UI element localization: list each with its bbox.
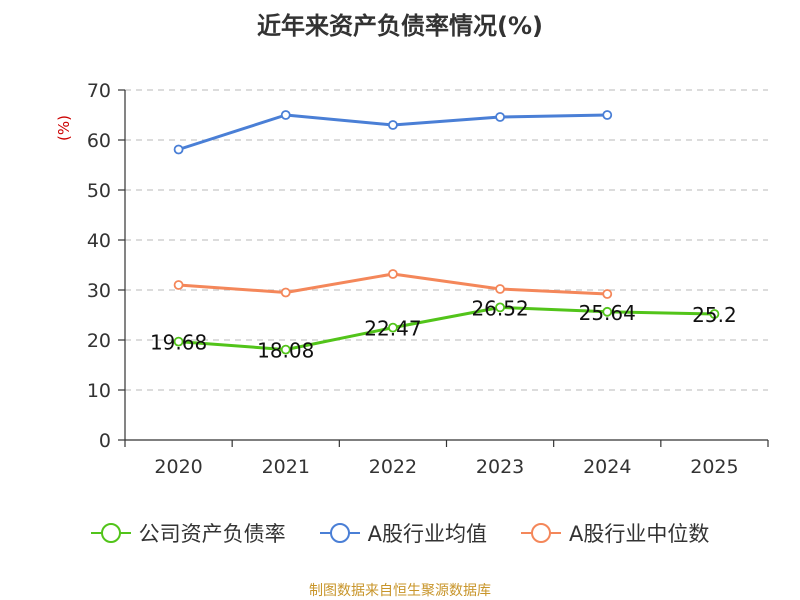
- legend-swatch-industry-avg: [319, 523, 360, 543]
- data-label-company: 25.64: [579, 301, 636, 325]
- legend-label-industry-median: A股行业中位数: [569, 522, 710, 546]
- chart-title: 近年来资产负债率情况(%): [257, 12, 543, 40]
- y-tick-label: 20: [87, 330, 111, 352]
- data-point-industry-avg[interactable]: [495, 112, 505, 122]
- data-label-company: 26.52: [471, 296, 528, 320]
- data-label-company: 19.68: [150, 331, 207, 355]
- x-tick-label: 2023: [476, 456, 524, 478]
- data-point-industry-median[interactable]: [388, 269, 398, 279]
- data-point-industry-median[interactable]: [495, 284, 505, 294]
- data-point-industry-median[interactable]: [173, 280, 184, 290]
- data-point-industry-median[interactable]: [280, 287, 291, 298]
- legend-item-industry-avg[interactable]: A股行业均值: [319, 518, 487, 548]
- y-tick-label: 60: [87, 130, 111, 152]
- data-label-company: 22.47: [364, 317, 421, 341]
- y-tick-label: 40: [87, 230, 111, 252]
- legend-label-company: 公司资产负债率: [138, 522, 286, 546]
- y-tick-label: 70: [87, 80, 111, 102]
- data-label-company: 18.08: [257, 339, 314, 363]
- legend-label-industry-avg: A股行业均值: [367, 522, 487, 546]
- chart-legend: 公司资产负债率 A股行业均值 A股行业中位数: [0, 518, 800, 548]
- y-tick-label: 30: [87, 280, 111, 302]
- data-point-industry-avg[interactable]: [173, 144, 184, 155]
- y-tick-label: 0: [99, 430, 111, 452]
- y-tick-label: 50: [87, 180, 111, 202]
- data-point-industry-median[interactable]: [602, 289, 613, 299]
- legend-item-industry-median[interactable]: A股行业中位数: [521, 518, 709, 548]
- source-note: 制图数据来自恒生聚源数据库: [309, 583, 491, 599]
- data-point-industry-avg[interactable]: [602, 110, 613, 120]
- legend-item-company[interactable]: 公司资产负债率: [90, 518, 286, 548]
- data-point-company[interactable]: [388, 322, 398, 333]
- data-point-industry-avg[interactable]: [388, 120, 398, 130]
- y-axis-label: (%): [55, 115, 73, 141]
- x-tick-label: 2021: [262, 456, 310, 478]
- data-label-company: 25.2: [692, 303, 737, 327]
- x-tick-label: 2020: [154, 456, 202, 478]
- legend-swatch-industry-median: [521, 523, 561, 543]
- data-point-company[interactable]: [280, 344, 291, 355]
- series-line-company: [177, 305, 716, 352]
- x-tick-label: 2022: [369, 456, 417, 478]
- data-point-company[interactable]: [602, 306, 613, 317]
- data-point-company[interactable]: [709, 309, 720, 319]
- x-tick-label: 2025: [690, 456, 738, 478]
- y-tick-label: 10: [87, 380, 111, 402]
- legend-swatch-company: [90, 523, 131, 543]
- data-point-industry-avg[interactable]: [280, 110, 291, 120]
- data-point-company[interactable]: [495, 302, 505, 313]
- x-tick-label: 2024: [583, 456, 631, 478]
- data-point-company[interactable]: [173, 336, 184, 347]
